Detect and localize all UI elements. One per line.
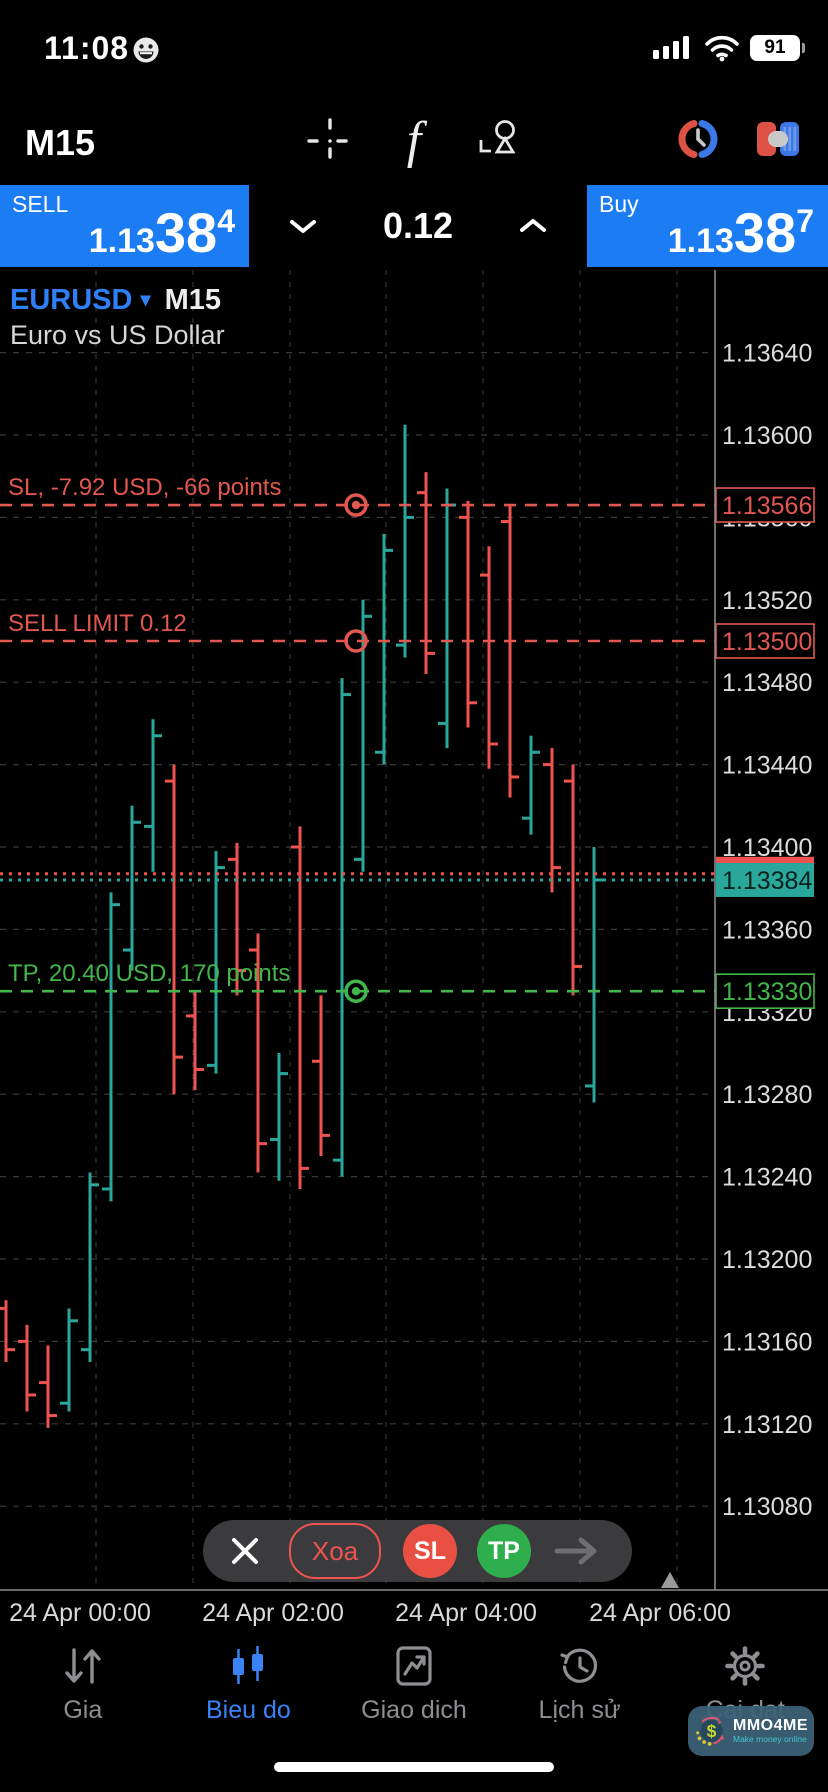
buy-label: Buy xyxy=(599,191,639,217)
svg-text:1.13500: 1.13500 xyxy=(722,628,812,656)
cellular-signal-icon xyxy=(653,36,689,59)
svg-text:SELL LIMIT 0.12: SELL LIMIT 0.12 xyxy=(8,610,187,637)
smiley-emoji-icon xyxy=(133,37,159,63)
svg-text:TP, 20.40 USD, 170 points: TP, 20.40 USD, 170 points xyxy=(8,960,290,987)
indicators-f-icon[interactable]: f xyxy=(406,111,422,169)
lot-stepper: 0.12 xyxy=(252,185,584,267)
svg-text:$: $ xyxy=(707,1721,717,1741)
sell-label: SELL xyxy=(12,191,69,217)
battery-indicator: 91 xyxy=(750,35,805,61)
confirm-arrow-icon[interactable] xyxy=(553,1535,601,1567)
lot-value[interactable]: 0.12 xyxy=(382,205,454,246)
svg-text:1.13240: 1.13240 xyxy=(722,1164,812,1192)
svg-text:1.13600: 1.13600 xyxy=(722,422,812,450)
svg-text:24 Apr 00:00: 24 Apr 00:00 xyxy=(9,1599,151,1627)
sell-price-prefix: 1.13 xyxy=(88,222,155,260)
status-time: 11:08 xyxy=(44,30,130,66)
nav-item-bieu-do[interactable]: Bieu do xyxy=(166,1630,332,1792)
svg-text:SL, -7.92 USD, -66 points: SL, -7.92 USD, -66 points xyxy=(8,474,281,501)
svg-text:1.13080: 1.13080 xyxy=(722,1493,812,1521)
bottom-nav: Gia Bieu do xyxy=(0,1630,828,1792)
sell-price-sup: 4 xyxy=(217,203,235,239)
buy-price: 1.13387 xyxy=(668,205,814,261)
trade-chart-box-icon xyxy=(396,1646,432,1686)
svg-text:1.13360: 1.13360 xyxy=(722,916,812,944)
mmo4me-logo-icon: $ xyxy=(696,1716,725,1746)
nav-label: Lịch sử xyxy=(538,1696,621,1724)
chart-description: Euro vs US Dollar xyxy=(10,320,225,350)
buy-button[interactable]: Buy 1.13387 xyxy=(587,185,828,267)
nav-item-giao-dich[interactable]: Giao dich xyxy=(331,1630,497,1792)
updown-arrows-icon xyxy=(65,1648,101,1684)
close-icon[interactable] xyxy=(227,1533,263,1569)
chart-timeframe: M15 xyxy=(164,284,222,316)
sl-button[interactable]: SL xyxy=(403,1524,457,1578)
svg-text:1.13640: 1.13640 xyxy=(722,340,812,368)
lot-decrease-chevron-icon[interactable] xyxy=(288,216,318,236)
wifi-icon xyxy=(705,35,739,62)
svg-text:1.13330: 1.13330 xyxy=(722,978,812,1006)
nav-item-lich-su[interactable]: Lịch sử xyxy=(497,1630,663,1792)
svg-text:1.13200: 1.13200 xyxy=(722,1246,812,1274)
order-edit-toolbar: Xoa SL TP xyxy=(203,1520,632,1582)
buy-price-big: 38 xyxy=(733,201,797,264)
svg-text:1.13566: 1.13566 xyxy=(722,492,812,520)
objects-icon[interactable] xyxy=(474,115,522,163)
svg-text:1.13440: 1.13440 xyxy=(722,752,812,780)
sell-price: 1.13384 xyxy=(89,205,235,261)
nav-label: Giao dich xyxy=(361,1696,467,1724)
symbol-dropdown-icon: ▾ xyxy=(140,289,151,311)
delete-order-button[interactable]: Xoa xyxy=(289,1523,381,1579)
svg-text:24 Apr 04:00: 24 Apr 04:00 xyxy=(395,1599,537,1627)
svg-text:1.13480: 1.13480 xyxy=(722,669,812,697)
settings-gear-icon xyxy=(725,1646,765,1686)
chart-symbol[interactable]: EURUSD xyxy=(10,284,133,316)
svg-text:1.13384: 1.13384 xyxy=(722,867,812,895)
sell-button[interactable]: SELL 1.13384 xyxy=(0,185,249,267)
buy-price-prefix: 1.13 xyxy=(667,222,734,260)
buy-price-sup: 7 xyxy=(796,203,814,239)
lot-increase-chevron-icon[interactable] xyxy=(518,216,548,236)
watermark-title: MMO4ME xyxy=(733,1717,808,1735)
trading-sessions-icon[interactable] xyxy=(676,117,720,161)
trade-panels-icon[interactable] xyxy=(756,121,800,157)
history-clock-icon xyxy=(559,1648,597,1683)
timeframe-button[interactable]: M15 xyxy=(25,122,96,163)
svg-text:1.13280: 1.13280 xyxy=(722,1081,812,1109)
battery-percent: 91 xyxy=(764,37,786,58)
svg-text:24 Apr 02:00: 24 Apr 02:00 xyxy=(202,1599,344,1627)
candlestick-chart-icon xyxy=(233,1646,264,1684)
svg-text:1.13520: 1.13520 xyxy=(722,587,812,615)
svg-text:1.13120: 1.13120 xyxy=(722,1411,812,1439)
crosshair-icon[interactable] xyxy=(306,117,354,165)
nav-label: Bieu do xyxy=(205,1696,291,1724)
nav-item-gia[interactable]: Gia xyxy=(0,1630,166,1792)
tp-button[interactable]: TP xyxy=(477,1524,531,1578)
svg-text:1.13160: 1.13160 xyxy=(722,1328,812,1356)
watermark-subtitle: Make money online xyxy=(733,1733,807,1744)
mmo4me-watermark: $ MMO4ME Make money online xyxy=(688,1706,814,1756)
svg-text:24 Apr 06:00: 24 Apr 06:00 xyxy=(589,1599,731,1627)
chart-symbol-selector[interactable]: EURUSD ▾ M15 xyxy=(10,284,221,317)
nav-label: Gia xyxy=(63,1696,103,1724)
sell-price-big: 38 xyxy=(154,201,218,264)
home-indicator[interactable] xyxy=(274,1762,554,1772)
